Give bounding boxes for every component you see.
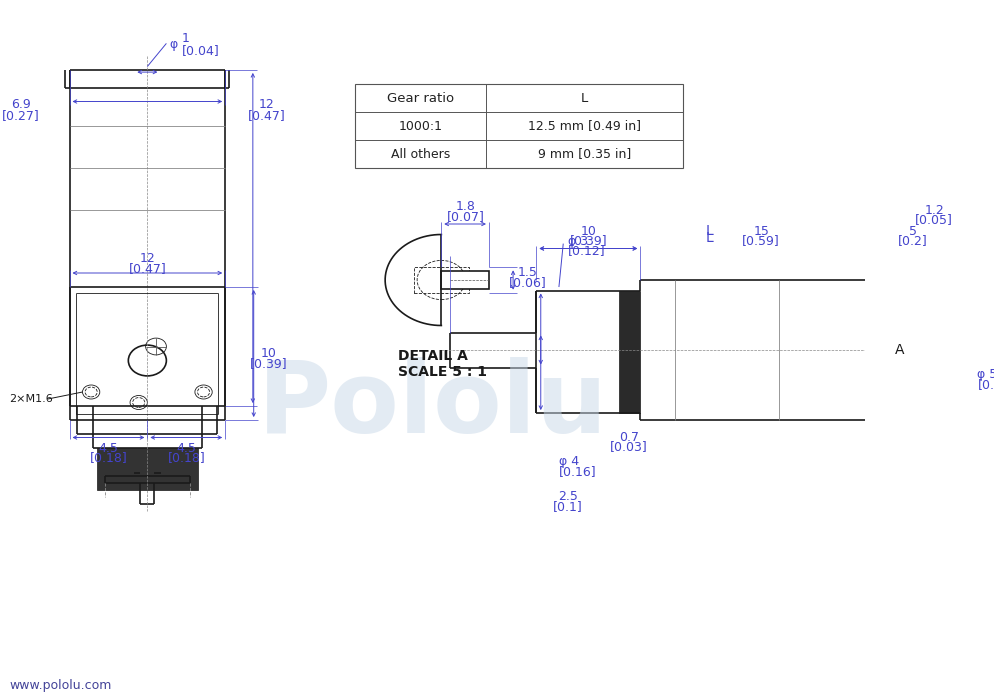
Text: 2×M1.6: 2×M1.6 <box>9 394 53 404</box>
Bar <box>355 84 683 168</box>
Text: [0.59]: [0.59] <box>742 234 779 247</box>
Text: [0.2]: [0.2] <box>976 378 994 391</box>
Text: 5: 5 <box>908 225 915 237</box>
Bar <box>96 448 198 490</box>
Text: [0.47]: [0.47] <box>128 262 166 274</box>
Text: 0.7: 0.7 <box>618 431 638 444</box>
Bar <box>414 267 468 293</box>
Text: 9 mm [0.35 in]: 9 mm [0.35 in] <box>538 148 631 160</box>
Text: 4.5: 4.5 <box>98 442 118 454</box>
Text: [0.39]: [0.39] <box>569 234 606 247</box>
Bar <box>441 271 488 289</box>
Text: [0.03]: [0.03] <box>609 440 647 453</box>
Text: L: L <box>705 224 713 238</box>
Text: 1.8: 1.8 <box>455 200 475 213</box>
Text: 4.5: 4.5 <box>176 442 196 454</box>
Circle shape <box>924 332 968 368</box>
Text: [0.16]: [0.16] <box>559 466 596 478</box>
Text: [0.12]: [0.12] <box>567 244 604 257</box>
Text: [0.18]: [0.18] <box>167 452 205 464</box>
Text: [0.06]: [0.06] <box>508 276 546 289</box>
Bar <box>618 290 639 413</box>
Text: [0.18]: [0.18] <box>89 452 127 464</box>
Text: Gear ratio: Gear ratio <box>387 92 453 104</box>
Text: A: A <box>894 343 904 357</box>
Text: φ 4: φ 4 <box>559 456 579 468</box>
Text: All others: All others <box>391 148 449 160</box>
Text: 12: 12 <box>258 99 274 111</box>
Text: 10: 10 <box>580 225 595 237</box>
Text: 12.5 mm [0.49 in]: 12.5 mm [0.49 in] <box>528 120 641 132</box>
Text: 1.5: 1.5 <box>517 267 537 279</box>
Text: [0.07]: [0.07] <box>446 210 484 223</box>
Text: 1000:1: 1000:1 <box>399 120 442 132</box>
Text: φ 5: φ 5 <box>976 368 994 381</box>
Text: [0.27]: [0.27] <box>2 109 40 122</box>
Text: www.pololu.com: www.pololu.com <box>9 680 111 692</box>
Text: 1: 1 <box>182 32 190 45</box>
Text: [0.39]: [0.39] <box>249 358 287 370</box>
Text: [0.1]: [0.1] <box>552 500 581 513</box>
Text: [0.05]: [0.05] <box>914 213 952 225</box>
Text: 2.5: 2.5 <box>557 491 577 503</box>
Text: 1.2: 1.2 <box>923 204 943 216</box>
Text: [0.04]: [0.04] <box>182 44 220 57</box>
Text: 15: 15 <box>752 225 768 237</box>
Text: DETAIL A
SCALE 5 : 1: DETAIL A SCALE 5 : 1 <box>398 349 487 379</box>
Text: 12: 12 <box>139 253 155 265</box>
Text: [0.2]: [0.2] <box>897 234 926 247</box>
Text: L: L <box>580 92 587 104</box>
Text: [0.47]: [0.47] <box>248 109 285 122</box>
Text: φ: φ <box>169 38 177 51</box>
Text: L: L <box>705 231 713 245</box>
Text: 10: 10 <box>260 347 276 360</box>
Text: φ 3: φ 3 <box>567 235 587 248</box>
Text: Pololu: Pololu <box>257 358 607 454</box>
Text: 6.9: 6.9 <box>11 99 31 111</box>
